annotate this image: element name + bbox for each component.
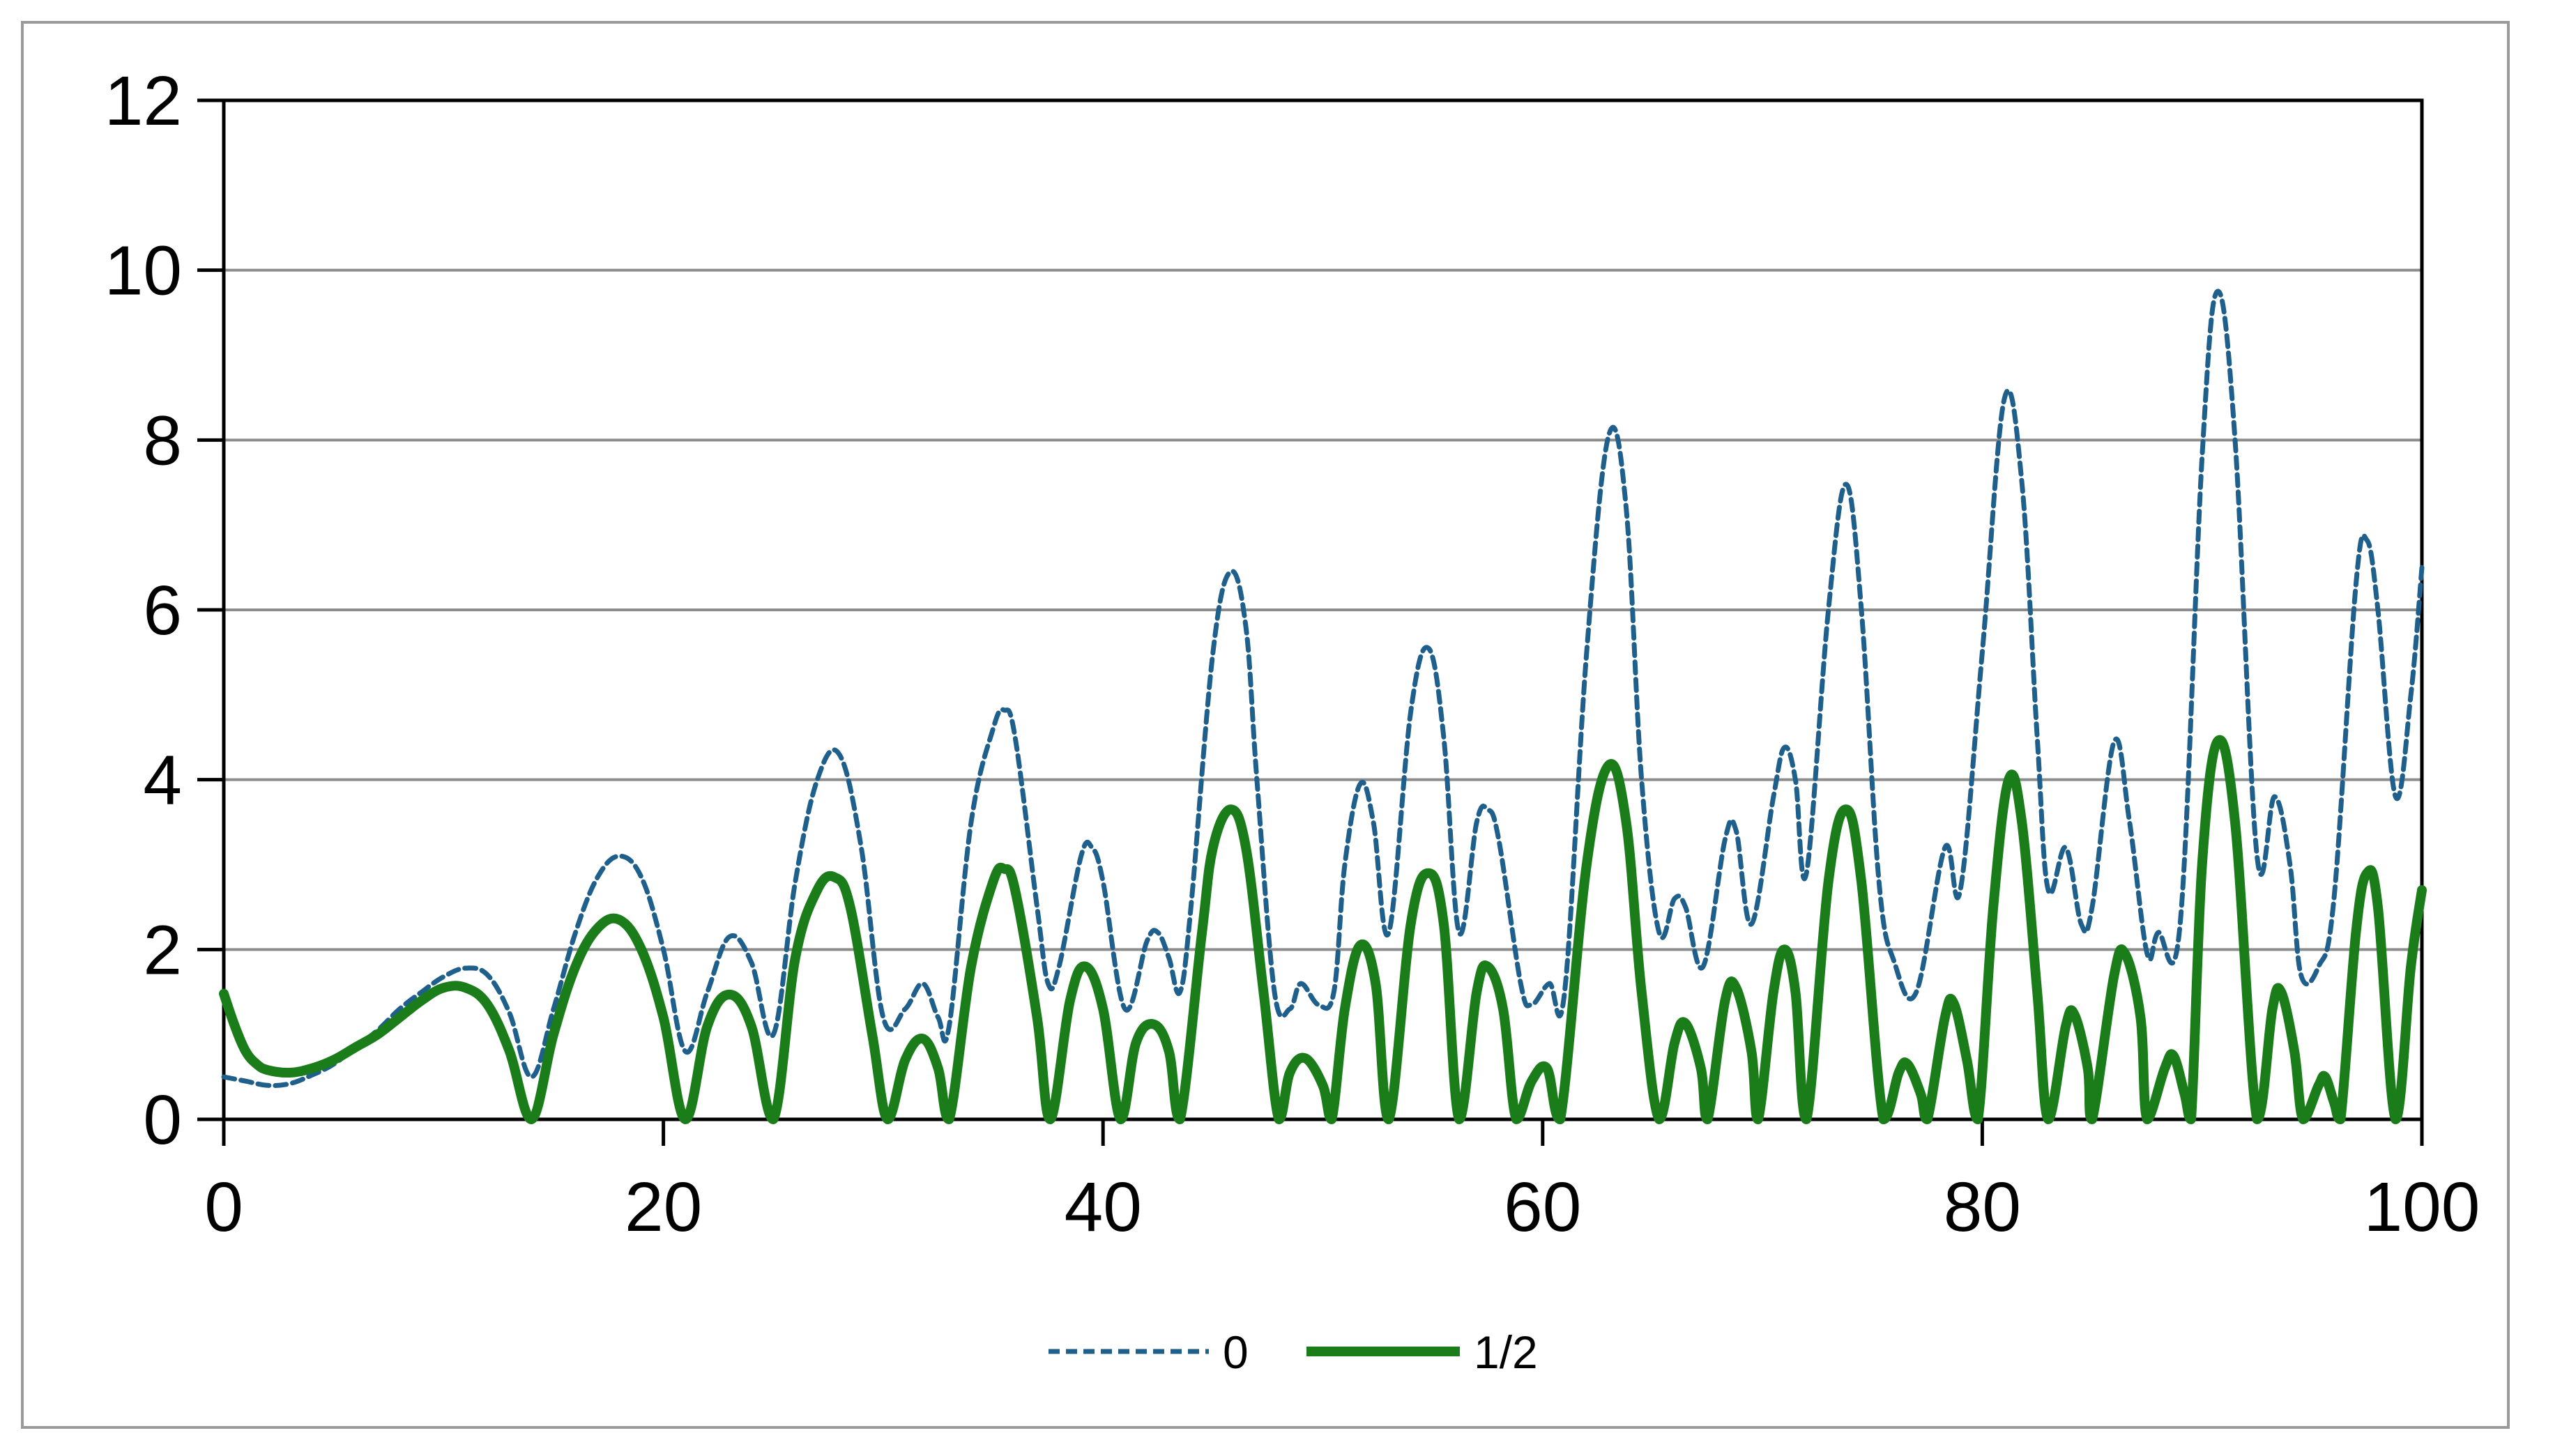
y-tick-label: 6: [143, 572, 182, 650]
axes: 0 2 4 6 8 10 12 0 20 40 60 80 100: [105, 62, 2480, 1246]
series-lines: [219, 289, 2427, 1124]
line-chart: 0 2 4 6 8 10 12 0 20 40 60 80 100 0 1/2: [105, 62, 2480, 1378]
y-tick-label: 2: [143, 911, 182, 989]
x-tick-label: 80: [1944, 1168, 2021, 1246]
legend: 0 1/2: [1049, 1326, 1538, 1378]
x-tick-label: 20: [625, 1168, 702, 1246]
x-tick-label: 60: [1504, 1168, 1581, 1246]
chart-frame: 0 2 4 6 8 10 12 0 20 40 60 80 100 0 1/2: [21, 21, 2510, 1429]
gridlines: [224, 268, 2422, 951]
y-tick-label: 4: [143, 742, 182, 820]
y-tick-label: 12: [105, 62, 182, 140]
x-tick-label: 100: [2364, 1168, 2480, 1246]
y-tick-label: 10: [105, 232, 182, 310]
y-tick-label: 0: [143, 1081, 182, 1159]
x-tick-label: 0: [204, 1168, 243, 1246]
legend-label: 1/2: [1474, 1326, 1538, 1378]
y-tick-label: 8: [143, 401, 182, 480]
series-line-zero: [221, 289, 2425, 1089]
x-tick-label: 40: [1065, 1168, 1142, 1246]
series-line-half: [219, 735, 2427, 1124]
legend-label: 0: [1223, 1326, 1249, 1378]
